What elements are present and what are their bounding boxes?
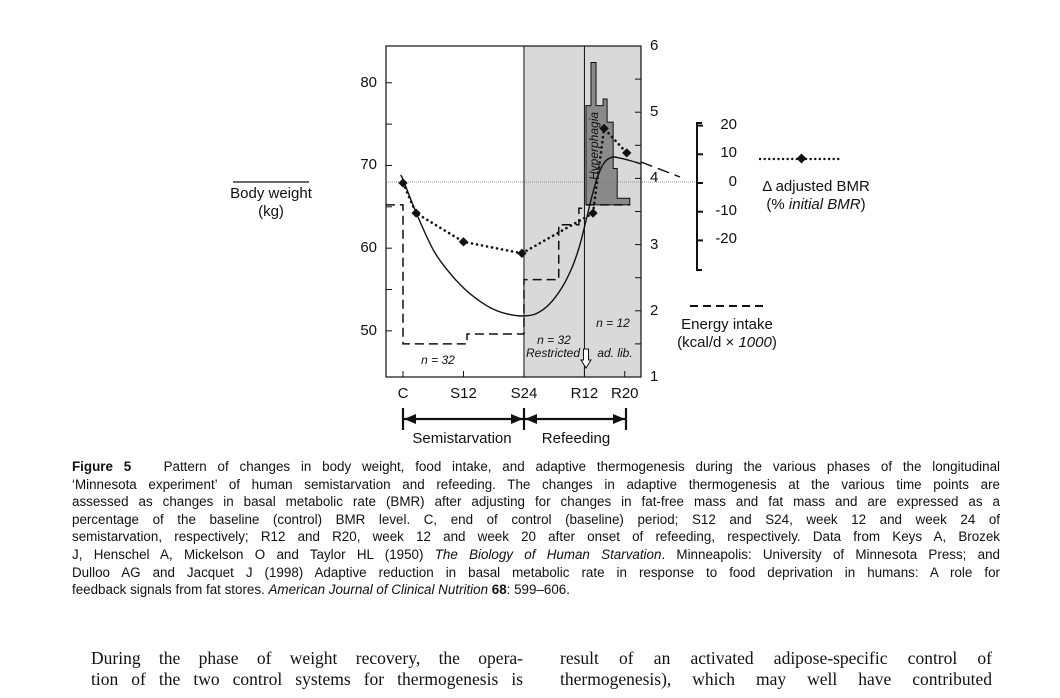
legend-bmr-unit-a: (% xyxy=(766,196,789,213)
caption-line: ‘Minnesota experiment’ of human semistar… xyxy=(72,476,1000,494)
bmr-points xyxy=(398,123,632,258)
body-weight-extension xyxy=(640,161,681,178)
caption-segment: 68 xyxy=(488,582,507,598)
phase-arrows xyxy=(401,408,628,430)
bmr-axis-tick-label: -20 xyxy=(715,230,737,248)
bmr-axis-tick-label: -10 xyxy=(715,201,737,219)
right-axis-tick-label: 6 xyxy=(650,37,659,54)
caption-segment: . Minneapolis: University of Minnesota P… xyxy=(661,546,1000,562)
bmr-point-diamond xyxy=(398,178,408,188)
caption-line: percentage of the baseline (control) BMR… xyxy=(72,511,1000,529)
legend-energy-unit-b: 1000 xyxy=(738,334,772,351)
bmr-point-diamond xyxy=(517,248,527,258)
caption-line: assessed as changes in basal metabolic r… xyxy=(72,493,1000,511)
bmr-point-diamond xyxy=(458,237,469,247)
legend-energy-unit: (kcal/d × 1000) xyxy=(677,334,777,351)
legend-bmr-unit: (% initial BMR) xyxy=(766,196,865,213)
legend-energy-title: Energy intake xyxy=(681,316,773,333)
bmr-point-diamond xyxy=(599,123,609,134)
figure-5: Hyperphagia 80 70 60 50 6 5 4 3 2 1 20 10 0 -10 -20 C S1… xyxy=(230,37,870,447)
n32-semistarvation: n = 32 xyxy=(421,353,455,367)
caption-segment: ‘Minnesota experiment’ of human semistar… xyxy=(72,476,1000,492)
left-axis-tick-label: 60 xyxy=(360,239,377,257)
body-line: During the phase of weight recovery, the… xyxy=(91,648,523,668)
caption-line: semistarvation, respectively; R12 and R2… xyxy=(72,528,1000,546)
legend-body-weight-title: Body weight xyxy=(230,185,312,202)
legend-body-weight-unit: (kg) xyxy=(258,203,284,220)
figure-caption: Figure 5 Pattern of changes in body weig… xyxy=(72,458,1000,599)
x-axis-tick-label: R20 xyxy=(610,385,639,402)
n32-refeeding: n = 32 xyxy=(537,333,571,347)
legend-energy-unit-c: ) xyxy=(771,334,777,351)
caption-segment: assessed as changes in basal metabolic r… xyxy=(72,494,1000,510)
body-line: tion of the two control systems for ther… xyxy=(91,669,523,689)
body-line: thermogenesis), which may well have cont… xyxy=(560,669,992,689)
legend-bmr-unit-b: initial BMR xyxy=(788,196,861,213)
right-axis-tick-label: 3 xyxy=(650,235,659,253)
caption-segment: J, Henschel A, Mickelson O and Taylor HL… xyxy=(72,546,435,562)
x-axis-tick-label: S24 xyxy=(510,385,538,402)
body-text-right: result of an activated adipose-specific … xyxy=(560,648,992,690)
chart: Hyperphagia xyxy=(233,45,844,430)
left-axis-tick-label: 70 xyxy=(360,156,377,174)
caption-line: Figure 5 Pattern of changes in body weig… xyxy=(72,458,1000,476)
right-axis-tick-label: 2 xyxy=(650,301,659,319)
caption-segment: American Journal of Clinical Nutrition xyxy=(268,582,489,598)
caption-segment: feedback signals from fat stores. xyxy=(72,582,269,598)
body-text-left: During the phase of weight recovery, the… xyxy=(91,648,523,690)
legend-bmr-unit-c: ) xyxy=(860,196,866,213)
refeeding-shade xyxy=(523,46,641,377)
caption-segment: The Biology of Human Starvation xyxy=(434,546,662,562)
right-axis-tick-label: 1 xyxy=(650,368,659,385)
restricted-label: Restricted xyxy=(525,346,581,360)
bmr-axis-tick-label: 20 xyxy=(720,115,737,133)
caption-segment: semistarvation, respectively; R12 and R2… xyxy=(72,529,1000,545)
body-line: result of an activated adipose-specific … xyxy=(560,648,992,668)
bmr-axis-tick-label: 0 xyxy=(728,173,737,190)
caption-line: J, Henschel A, Mickelson O and Taylor HL… xyxy=(72,546,1000,564)
semistarvation-label: Semistarvation xyxy=(412,430,512,447)
caption-segment: Pattern of changes in body weight, food … xyxy=(131,459,1000,474)
bmr-point-diamond xyxy=(622,148,632,158)
x-axis-tick-label: R12 xyxy=(570,385,599,402)
refeeding-label: Refeeding xyxy=(541,430,611,447)
axis-ticks xyxy=(386,45,641,378)
energy-intake-line xyxy=(385,204,586,345)
bmr-ticks xyxy=(697,124,703,242)
caption-segment: : 599–606. xyxy=(506,582,570,598)
bmr-axis-tick-label: 10 xyxy=(720,144,737,162)
caption-line: feedback signals from fat stores. Americ… xyxy=(72,581,1000,599)
bmr-point-diamond xyxy=(411,208,421,218)
refeeding-arrow-icon xyxy=(580,348,592,369)
legend-bmr-diamond-icon xyxy=(796,153,807,164)
n12-label: n = 12 xyxy=(596,316,630,330)
legend-energy-unit-a: (kcal/d × xyxy=(677,334,739,351)
caption-segment: Dulloo AG and Jacquet J (1998) Adaptive … xyxy=(72,564,1000,580)
left-axis-tick-label: 50 xyxy=(360,321,377,339)
bmr-axis-bracket xyxy=(696,122,702,271)
bmr-point-diamond xyxy=(588,208,598,218)
x-axis-tick-label: C xyxy=(397,385,409,402)
adlib-label: ad. lib. xyxy=(597,346,633,360)
caption-segment: Figure 5 xyxy=(72,459,132,474)
body-weight-curve xyxy=(399,156,642,317)
caption-line: Dulloo AG and Jacquet J (1998) Adaptive … xyxy=(72,564,1000,582)
right-axis-tick-label: 4 xyxy=(650,169,659,187)
right-axis-tick-label: 5 xyxy=(650,103,659,121)
hyperphagia-label: Hyperphagia xyxy=(587,112,601,180)
caption-segment: percentage of the baseline (control) BMR… xyxy=(72,511,1000,527)
x-axis-tick-label: S12 xyxy=(450,385,477,402)
legend-bmr-title: Δ adjusted BMR xyxy=(762,178,870,195)
left-axis-tick-label: 80 xyxy=(360,73,377,91)
